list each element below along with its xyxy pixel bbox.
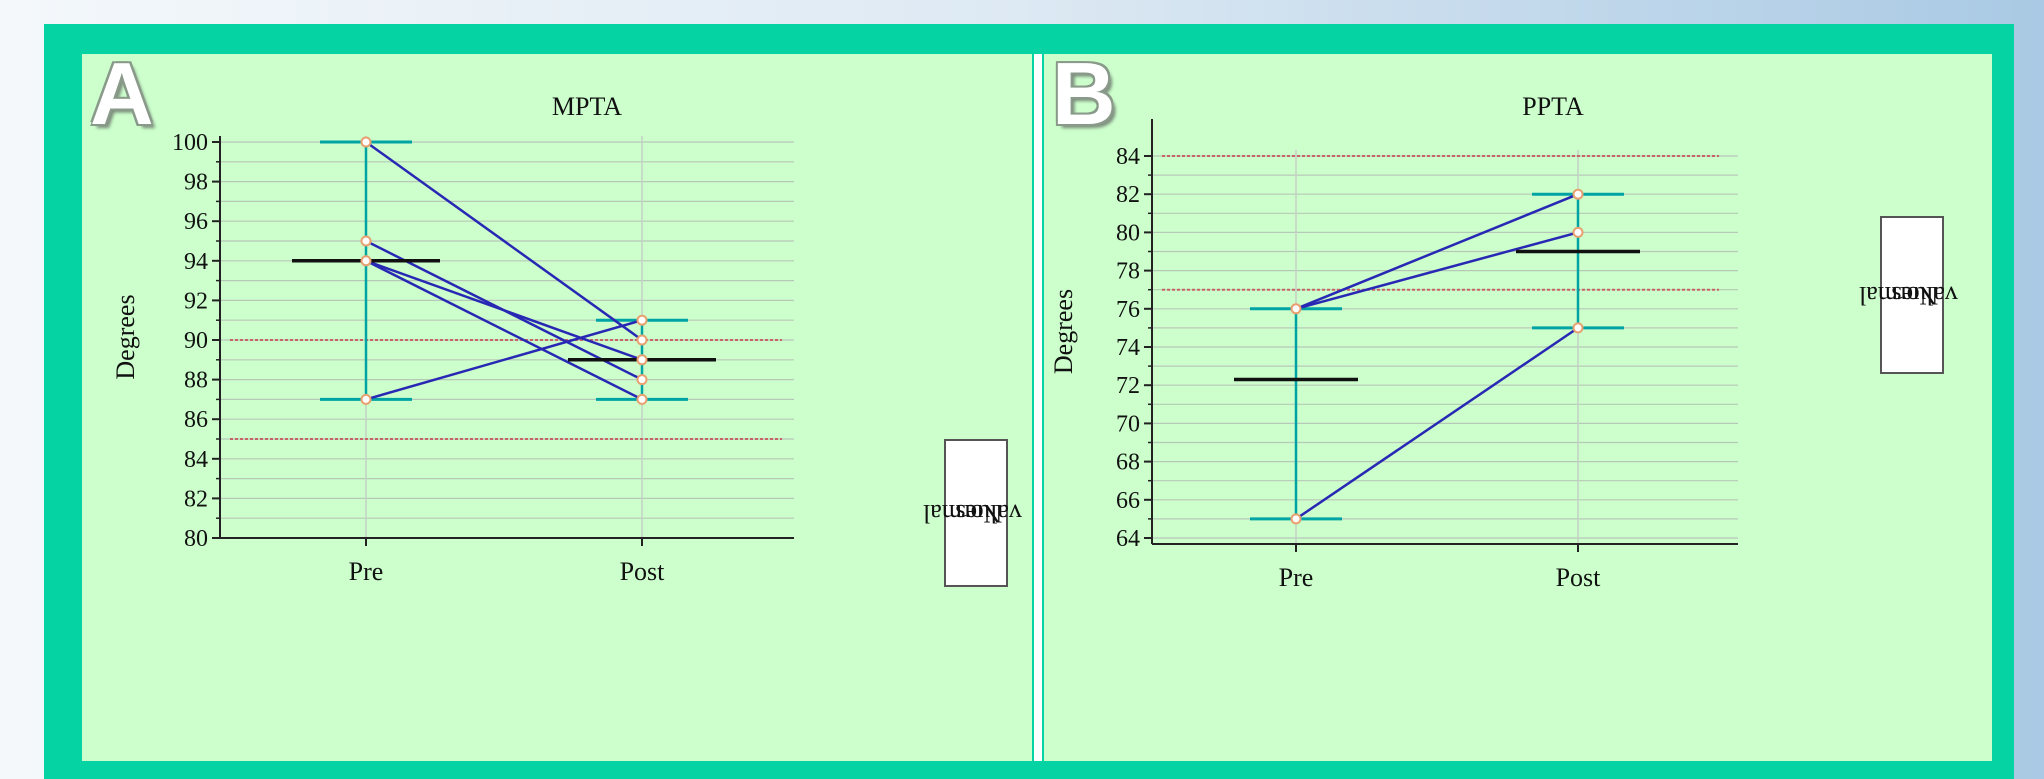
y-tick-label: 84 xyxy=(1116,144,1140,170)
y-tick-label: 70 xyxy=(1116,411,1140,437)
data-point xyxy=(1572,322,1584,334)
chart-a-svg: 80 82 84 86 88 90 92 94 96 98 100 Pre Post Degrees xyxy=(111,130,794,586)
panel-b: 64 66 68 70 72 74 76 78 80 82 84 Pre Post Degrees B P… xyxy=(1044,50,1992,761)
patient-line xyxy=(365,259,643,361)
y-tick-label: 86 xyxy=(184,407,208,433)
data-point xyxy=(1572,226,1584,238)
y-tick-label: 100 xyxy=(172,130,208,156)
y-tick-label: 90 xyxy=(184,328,208,354)
x-tick-label: Pre xyxy=(1279,563,1314,592)
legend-a-line2: values xyxy=(955,499,1023,528)
figure-frame: 80 82 84 86 88 90 92 94 96 98 100 Pre Post Degrees A … xyxy=(44,24,2014,779)
patient-line xyxy=(365,259,643,401)
y-tick-label: 72 xyxy=(1116,373,1140,399)
y-tick-label: 80 xyxy=(1116,220,1140,246)
chart-b-title: PPTA xyxy=(1522,92,1584,121)
patient-line xyxy=(1295,193,1579,310)
data-point xyxy=(636,393,648,405)
data-point xyxy=(1572,188,1584,200)
chart-a-title: MPTA xyxy=(551,92,623,121)
patient-line xyxy=(1295,231,1579,311)
patient-line xyxy=(365,140,643,342)
legend-b-line2: values xyxy=(1891,281,1959,310)
data-point xyxy=(360,393,372,405)
data-point xyxy=(1290,513,1302,525)
y-tick-label: 80 xyxy=(184,526,208,552)
data-point xyxy=(1290,303,1302,315)
y-tick-label: 68 xyxy=(1116,450,1140,476)
y-axis-label: Degrees xyxy=(111,294,140,379)
y-tick-label: 96 xyxy=(184,209,208,235)
y-axis-label: Degrees xyxy=(1049,289,1078,374)
y-tick-label: 84 xyxy=(184,447,208,473)
data-point xyxy=(636,374,648,386)
chart-a-normal-values-label: Normal values xyxy=(923,439,1022,587)
chart-b-normal-values-label: Normal values xyxy=(1859,216,1958,374)
y-tick-label: 76 xyxy=(1116,297,1140,323)
y-tick-label: 66 xyxy=(1116,488,1140,514)
chart-b-svg: 64 66 68 70 72 74 76 78 80 82 84 Pre Post Degrees xyxy=(1049,119,1738,592)
data-point xyxy=(636,334,648,346)
patient-line xyxy=(1295,326,1579,520)
x-tick-label: Post xyxy=(620,557,666,586)
y-tick-label: 78 xyxy=(1116,259,1140,285)
data-point xyxy=(636,314,648,326)
data-point xyxy=(360,235,372,247)
panel-letter-a: A xyxy=(90,44,154,143)
panel-letter-b: B xyxy=(1052,44,1116,143)
y-tick-label: 82 xyxy=(1116,182,1140,208)
y-tick-label: 82 xyxy=(184,486,208,512)
y-tick-label: 64 xyxy=(1116,526,1140,552)
panel-a: 80 82 84 86 88 90 92 94 96 98 100 Pre Post Degrees A … xyxy=(82,50,1032,761)
x-tick-label: Pre xyxy=(349,557,384,586)
patient-line xyxy=(365,318,643,401)
data-point xyxy=(636,354,648,366)
data-point xyxy=(360,136,372,148)
y-tick-label: 98 xyxy=(184,170,208,196)
y-tick-label: 88 xyxy=(184,368,208,394)
data-point xyxy=(360,255,372,267)
y-tick-label: 94 xyxy=(184,249,208,275)
y-tick-label: 74 xyxy=(1116,335,1140,361)
y-tick-label: 92 xyxy=(184,288,208,314)
panel-divider xyxy=(1034,54,1042,761)
x-tick-label: Post xyxy=(1556,563,1602,592)
